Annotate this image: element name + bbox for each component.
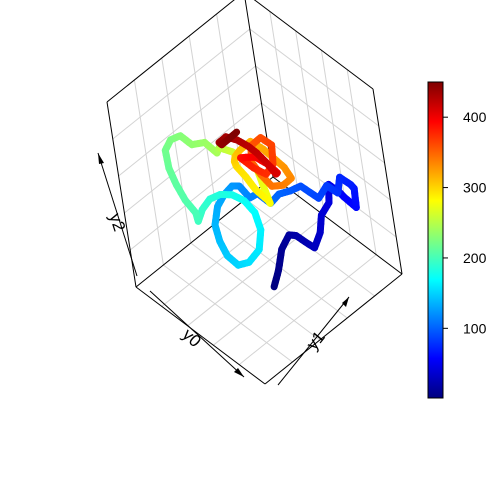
box-edge xyxy=(272,176,403,275)
box-edge xyxy=(372,88,403,275)
grid-line xyxy=(217,220,348,319)
grid-line xyxy=(188,35,219,222)
z-axis-arrow xyxy=(97,152,138,277)
grid-line xyxy=(118,65,256,177)
grid-line xyxy=(255,65,385,164)
grid-line xyxy=(346,69,377,255)
grid-line xyxy=(133,79,164,266)
colorbar-gradient xyxy=(427,81,444,399)
grid-line xyxy=(213,234,351,346)
grid-line xyxy=(261,102,391,201)
trajectory xyxy=(161,128,360,291)
grid-line xyxy=(161,196,300,307)
grid-line xyxy=(124,102,262,214)
colorbar-tick-label: 200 xyxy=(463,250,487,266)
grid-line xyxy=(190,242,321,341)
colorbar: 100 200 300 400 xyxy=(427,81,487,399)
colorbar-tick-label: 300 xyxy=(463,180,487,196)
box-edge xyxy=(253,0,374,90)
grid xyxy=(112,11,397,365)
box-edge xyxy=(106,0,235,103)
z-axis-label: y2 xyxy=(105,211,129,234)
grid-line xyxy=(320,50,351,236)
trajectory-segment xyxy=(231,128,241,138)
box-edge xyxy=(264,273,403,385)
grid-line xyxy=(238,254,377,365)
grid-line xyxy=(163,264,293,363)
box-edge xyxy=(135,286,266,385)
grid-line xyxy=(112,28,251,140)
colorbar-tick-label: 400 xyxy=(463,109,487,125)
grid-line xyxy=(295,30,326,216)
y-axis-arrow xyxy=(277,296,350,386)
grid-line xyxy=(249,28,380,127)
x-axis-label: y0 xyxy=(179,325,205,351)
grid-line xyxy=(161,57,192,244)
colorbar-ticks: 100 200 300 400 xyxy=(443,109,487,336)
grid-line xyxy=(269,11,300,197)
grid-line xyxy=(187,215,325,327)
x-axis-arrow xyxy=(149,290,245,378)
colorbar-tick-label: 100 xyxy=(463,320,487,336)
